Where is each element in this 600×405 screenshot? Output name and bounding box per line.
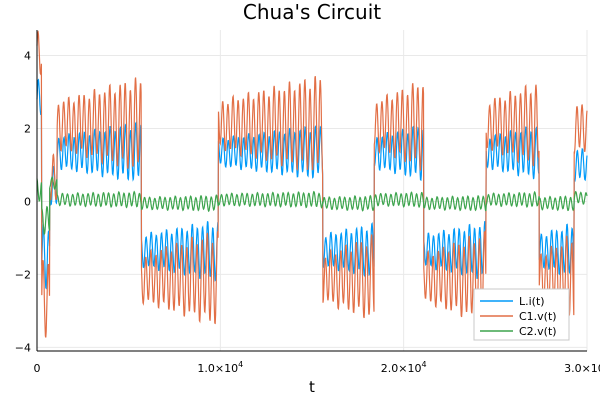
y-tick-label: −4: [15, 341, 31, 354]
y-tick-label: 2: [24, 122, 31, 135]
y-tick-label: 0: [24, 195, 31, 208]
x-tick-label: 3.0×104: [564, 360, 600, 375]
series-lines: [36, 30, 588, 338]
x-axis-label: t: [309, 378, 315, 396]
series-line: [36, 30, 588, 338]
legend-entries: L.i(t) C1.v(t) C2.v(t): [480, 295, 557, 338]
chart-title: Chua's Circuit: [243, 0, 381, 24]
y-tick-label: 4: [24, 50, 31, 63]
legend: L.i(t) C1.v(t) C2.v(t): [473, 288, 570, 341]
legend-label: L.i(t): [519, 295, 545, 308]
x-tick-label: 2.0×104: [381, 360, 427, 375]
axes: [36, 30, 587, 352]
legend-label: C1.v(t): [519, 310, 557, 323]
y-tick-label: −2: [15, 268, 31, 281]
x-tick-label: 1.0×104: [197, 360, 243, 375]
grid-lines: [36, 30, 588, 351]
series-line: [36, 176, 588, 236]
legend-label: C2.v(t): [519, 325, 557, 338]
tick-labels: 0 1.0×104 2.0×104 3.0×104 −4 −2 0 2 4: [15, 50, 600, 375]
x-tick-label: 0: [34, 362, 41, 375]
